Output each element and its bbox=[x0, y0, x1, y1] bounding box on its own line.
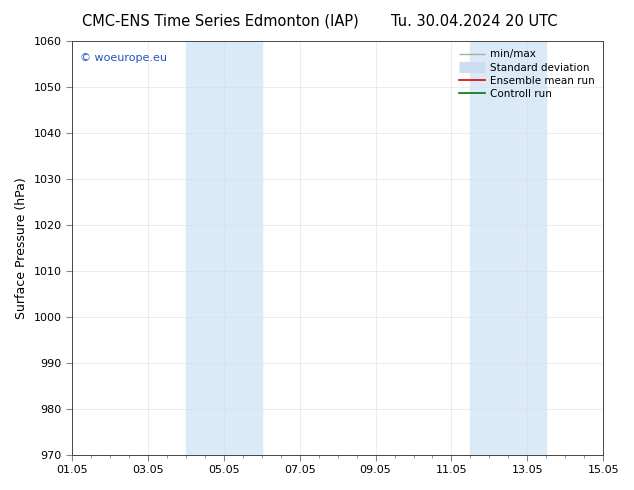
Text: Tu. 30.04.2024 20 UTC: Tu. 30.04.2024 20 UTC bbox=[391, 14, 558, 29]
Text: CMC-ENS Time Series Edmonton (IAP): CMC-ENS Time Series Edmonton (IAP) bbox=[82, 14, 359, 29]
Y-axis label: Surface Pressure (hPa): Surface Pressure (hPa) bbox=[15, 177, 28, 318]
Bar bbox=[470, 41, 547, 455]
Bar bbox=[186, 41, 262, 455]
Legend: min/max, Standard deviation, Ensemble mean run, Controll run: min/max, Standard deviation, Ensemble me… bbox=[456, 46, 598, 102]
Text: © woeurope.eu: © woeurope.eu bbox=[80, 53, 167, 64]
